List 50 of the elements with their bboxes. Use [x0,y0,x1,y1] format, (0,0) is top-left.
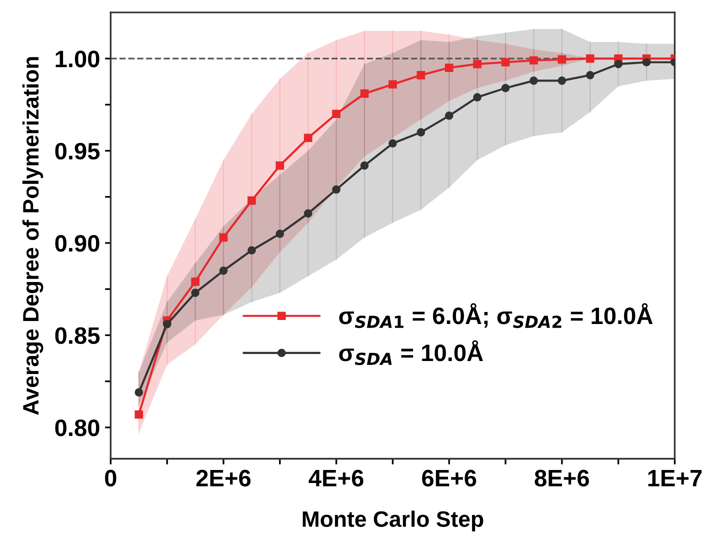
point [388,80,397,89]
x-tick-label: 6E+6 [422,470,476,487]
point [530,76,538,85]
y-tick-label: 1.00 [56,50,100,68]
x-tick-label: 4E+6 [308,470,364,487]
point [162,320,172,328]
point [558,76,566,85]
y-tick-label: 0.80 [55,419,100,436]
point [416,70,426,80]
y-tick-label: 0.95 [55,142,100,160]
point [642,58,651,66]
point [248,246,256,255]
point [388,139,397,148]
y-tick-label: 0.85 [55,327,100,344]
point [444,64,454,72]
point [360,89,369,98]
point [558,55,566,64]
legend-label: σ$_{SDA1}$ = 6.0Å; σ$_{SDA2}$ = 10.0Å [339,303,653,328]
point [473,60,482,68]
point [304,134,312,142]
point [444,112,454,120]
point [530,56,538,65]
point [332,185,340,194]
x-axis-title: Monte Carlo Step [302,510,484,532]
x-tick-label: 8E+6 [534,470,589,487]
x-tick-label: 0 [105,470,116,487]
x-tick-label: 2E+6 [196,470,251,487]
point [473,93,482,102]
point [248,196,256,205]
point [219,233,228,242]
point [134,388,144,397]
point [332,110,340,118]
point [276,230,284,238]
x-tick-label: 1E+7 [648,470,702,486]
point [501,84,510,92]
y-tick-label: 0.90 [55,235,100,252]
point [586,54,594,63]
point [191,288,200,297]
point [360,161,369,170]
y-axis-title: Average Degree of Polymerization [22,57,44,415]
point [416,128,426,136]
legend-label: σ$_{SDA}$ = 10.0Å [339,340,483,366]
point [614,60,622,68]
point [191,278,200,286]
point [586,70,594,80]
point [219,266,228,275]
point [134,410,144,419]
point [501,58,510,66]
point [276,161,284,170]
point [304,209,312,218]
